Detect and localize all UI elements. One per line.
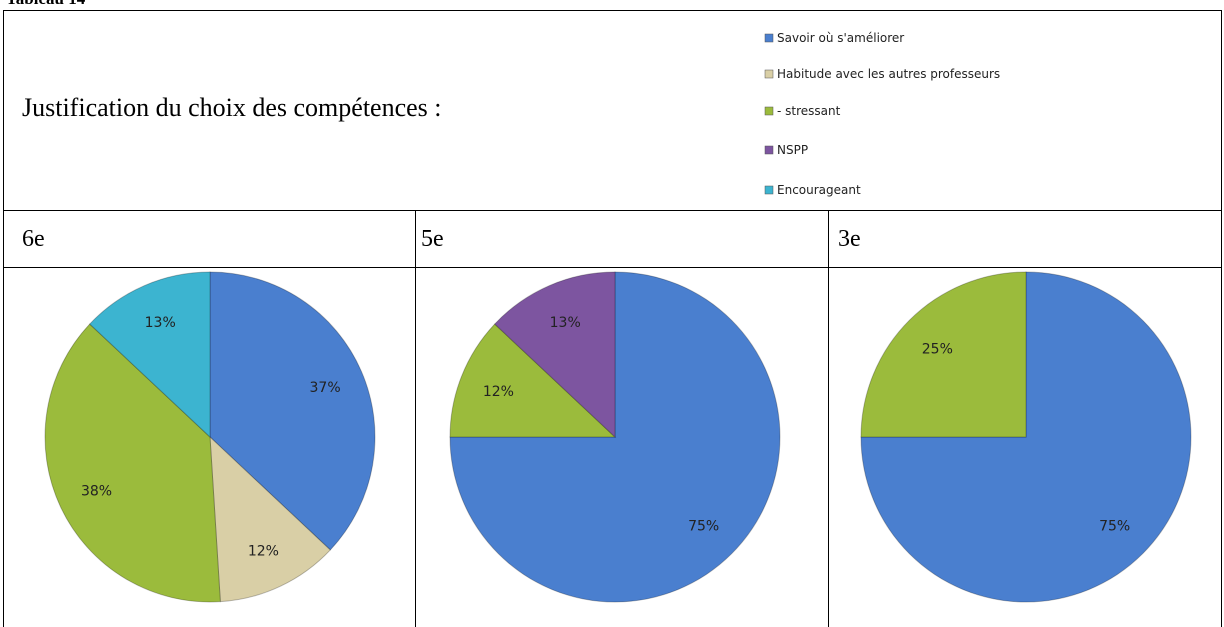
caption: Tableau 14 <box>6 0 86 8</box>
slice-label: 12% <box>248 543 279 559</box>
pie-slice <box>449 271 781 603</box>
pie-slice <box>860 271 1027 438</box>
legend-swatch <box>764 185 774 195</box>
legend-label: - stressant <box>777 104 841 118</box>
legend-swatch <box>764 69 774 79</box>
pie-slice <box>494 271 616 439</box>
slice-label: 25% <box>922 341 953 357</box>
legend-label: NSPP <box>777 143 808 157</box>
column-header: 5e <box>421 226 444 252</box>
legend-label: Encourageant <box>777 183 861 197</box>
table-borders <box>3 10 1222 627</box>
pie-slice <box>449 323 617 438</box>
pie-slice <box>860 271 1192 603</box>
slice-label: 12% <box>483 384 514 400</box>
slice-label: 75% <box>688 519 719 535</box>
heading: Justification du choix des compétences : <box>22 93 442 122</box>
slice-label: 75% <box>1099 519 1130 535</box>
legend-swatch <box>764 33 774 43</box>
column-header: 3e <box>838 226 861 252</box>
slice-label: 13% <box>145 315 176 331</box>
pie-slice <box>89 271 211 439</box>
column-header: 6e <box>22 226 45 252</box>
slice-label: 37% <box>310 380 341 396</box>
pie-slice <box>44 323 221 603</box>
slice-label: 38% <box>81 483 112 499</box>
legend-label: Habitude avec les autres professeurs <box>777 67 1000 81</box>
slice-label: 13% <box>550 315 581 331</box>
legend-label: Savoir où s'améliorer <box>777 31 904 45</box>
pie-slice <box>209 435 331 603</box>
pie-slice <box>209 271 376 551</box>
legend-swatch <box>764 106 774 116</box>
legend-swatch <box>764 145 774 155</box>
